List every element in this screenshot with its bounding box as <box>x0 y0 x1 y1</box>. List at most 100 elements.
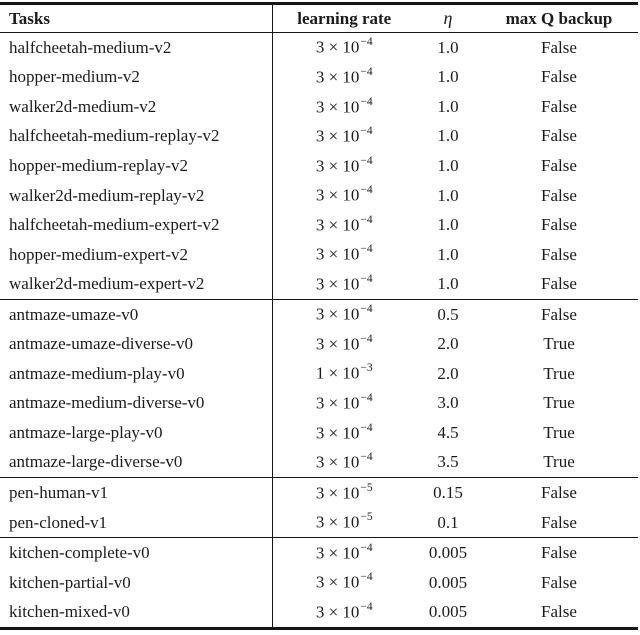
max-q-backup-cell: False <box>541 602 577 622</box>
max-q-backup-cell: False <box>541 244 577 264</box>
column-header-eta: η <box>416 3 480 33</box>
lr-mantissa: 1 × 10 <box>315 364 360 384</box>
learning-rate-cell: 3 × 10−5 <box>272 508 416 538</box>
lr-mantissa: 3 × 10 <box>315 334 360 354</box>
lr-exponent: −4 <box>360 125 373 138</box>
lr-mantissa: 3 × 10 <box>315 423 360 443</box>
table-row: halfcheetah-medium-replay-v2 3 × 10−4 1.… <box>0 121 638 152</box>
lr-mantissa: 3 × 10 <box>315 126 360 146</box>
table-row: pen-human-v1 3 × 10−5 0.15 False <box>0 477 638 508</box>
table-row: kitchen-mixed-v0 3 × 10−4 0.005 False <box>0 597 638 629</box>
lr-mantissa: 3 × 10 <box>315 305 360 325</box>
table-row: antmaze-large-diverse-v0 3 × 10−4 3.5 Tr… <box>0 447 638 478</box>
column-header-tasks: Tasks <box>0 3 273 33</box>
lr-mantissa: 3 × 10 <box>315 244 360 264</box>
lr-exponent: −4 <box>360 571 373 584</box>
lr-exponent: −4 <box>360 272 373 285</box>
task-name-cell: halfcheetah-medium-replay-v2 <box>0 121 273 152</box>
eta-value-cell: 3.5 <box>437 452 459 472</box>
lr-mantissa: 3 × 10 <box>315 274 360 294</box>
max-q-backup-cell: False <box>541 67 577 87</box>
lr-mantissa: 3 × 10 <box>315 156 360 176</box>
table-row: walker2d-medium-expert-v2 3 × 10−4 1.0 F… <box>0 269 638 300</box>
learning-rate-cell: 3 × 10−4 <box>272 63 416 93</box>
task-name-cell: hopper-medium-expert-v2 <box>0 239 273 270</box>
lr-mantissa: 3 × 10 <box>315 602 360 622</box>
learning-rate-cell: 3 × 10−4 <box>272 537 416 568</box>
max-q-backup-cell: True <box>543 422 575 442</box>
table-row: antmaze-large-play-v0 3 × 10−4 4.5 True <box>0 418 638 448</box>
eta-value-cell: 1.0 <box>437 274 459 294</box>
lr-mantissa: 3 × 10 <box>315 452 360 472</box>
lr-exponent: −4 <box>360 600 373 613</box>
eta-value-cell: 0.005 <box>428 602 468 622</box>
lr-mantissa: 3 × 10 <box>315 512 360 532</box>
table-row: walker2d-medium-v2 3 × 10−4 1.0 False <box>0 92 638 122</box>
eta-value-cell: 0.15 <box>416 477 480 508</box>
lr-exponent: −5 <box>360 511 373 524</box>
learning-rate-cell: 3 × 10−4 <box>272 329 416 359</box>
eta-value-cell: 1.0 <box>437 67 459 87</box>
eta-value-cell: 4.5 <box>437 422 459 442</box>
task-name-cell: kitchen-complete-v0 <box>0 537 273 568</box>
max-q-backup-cell: False <box>480 477 638 508</box>
max-q-backup-cell: False <box>541 96 577 116</box>
lr-exponent: −4 <box>360 95 373 108</box>
eta-value-cell: 1.0 <box>437 155 459 175</box>
eta-value-cell: 2.0 <box>437 334 459 354</box>
task-name-cell: antmaze-medium-play-v0 <box>0 359 273 389</box>
max-q-backup-cell: False <box>541 155 577 175</box>
table-row: walker2d-medium-replay-v2 3 × 10−4 1.0 F… <box>0 180 638 211</box>
task-name-cell: antmaze-umaze-diverse-v0 <box>0 329 273 360</box>
eta-value-cell: 1.0 <box>437 185 459 205</box>
task-name-cell: walker2d-medium-v2 <box>0 92 273 122</box>
max-q-backup-cell: False <box>541 572 577 592</box>
lr-mantissa: 3 × 10 <box>315 67 360 87</box>
max-q-backup-cell: False <box>541 215 577 235</box>
lr-exponent: −4 <box>360 213 373 226</box>
task-name-cell: antmaze-umaze-v0 <box>0 298 273 330</box>
lr-exponent: −4 <box>360 303 373 316</box>
lr-mantissa: 3 × 10 <box>315 38 360 58</box>
max-q-backup-cell: False <box>541 37 577 57</box>
lr-exponent: −4 <box>360 243 373 256</box>
eta-value-cell: 3.0 <box>437 393 459 413</box>
column-header-learning-rate: learning rate <box>272 3 416 33</box>
table-body: halfcheetah-medium-v2 3 × 10−4 1.0 False… <box>0 32 638 629</box>
table-row: antmaze-umaze-diverse-v0 3 × 10−4 2.0 Tr… <box>0 329 638 360</box>
lr-exponent: −4 <box>360 332 373 345</box>
learning-rate-cell: 3 × 10−4 <box>272 240 416 270</box>
task-name-cell: kitchen-partial-v0 <box>0 567 273 598</box>
learning-rate-cell: 3 × 10−4 <box>272 181 416 211</box>
eta-value-cell: 1.0 <box>437 126 459 146</box>
table-row: halfcheetah-medium-expert-v2 3 × 10−4 1.… <box>0 210 638 240</box>
learning-rate-cell: 3 × 10−4 <box>272 33 416 63</box>
eta-value-cell: 0.5 <box>416 298 480 330</box>
max-q-backup-cell: True <box>543 393 575 413</box>
table-row: hopper-medium-expert-v2 3 × 10−4 1.0 Fal… <box>0 239 638 270</box>
learning-rate-cell: 3 × 10−4 <box>272 122 416 152</box>
lr-mantissa: 3 × 10 <box>315 185 360 205</box>
table-row: kitchen-complete-v0 3 × 10−4 0.005 False <box>0 537 638 568</box>
table-row: antmaze-umaze-v0 3 × 10−4 0.5 False <box>0 298 638 330</box>
eta-value-cell: 2.0 <box>437 363 459 383</box>
max-q-backup-cell: False <box>480 537 638 568</box>
learning-rate-cell: 3 × 10−4 <box>272 210 416 240</box>
task-name-cell: antmaze-large-play-v0 <box>0 418 273 448</box>
max-q-backup-cell: False <box>541 126 577 146</box>
learning-rate-cell: 3 × 10−4 <box>272 389 416 419</box>
table-row: kitchen-partial-v0 3 × 10−4 0.005 False <box>0 567 638 598</box>
eta-value-cell: 1.0 <box>437 215 459 235</box>
lr-mantissa: 3 × 10 <box>315 543 360 563</box>
lr-exponent: −4 <box>360 184 373 197</box>
lr-exponent: −4 <box>360 65 373 78</box>
eta-value-cell: 1.0 <box>437 244 459 264</box>
column-header-max-q-backup: max Q backup <box>480 3 638 33</box>
table-row: antmaze-medium-diverse-v0 3 × 10−4 3.0 T… <box>0 388 638 419</box>
table-header: Tasks learning rate η max Q backup <box>0 3 638 33</box>
lr-mantissa: 3 × 10 <box>315 97 360 117</box>
learning-rate-cell: 3 × 10−4 <box>272 597 416 628</box>
learning-rate-cell: 3 × 10−4 <box>272 92 416 122</box>
table-row: pen-cloned-v1 3 × 10−5 0.1 False <box>0 507 638 538</box>
